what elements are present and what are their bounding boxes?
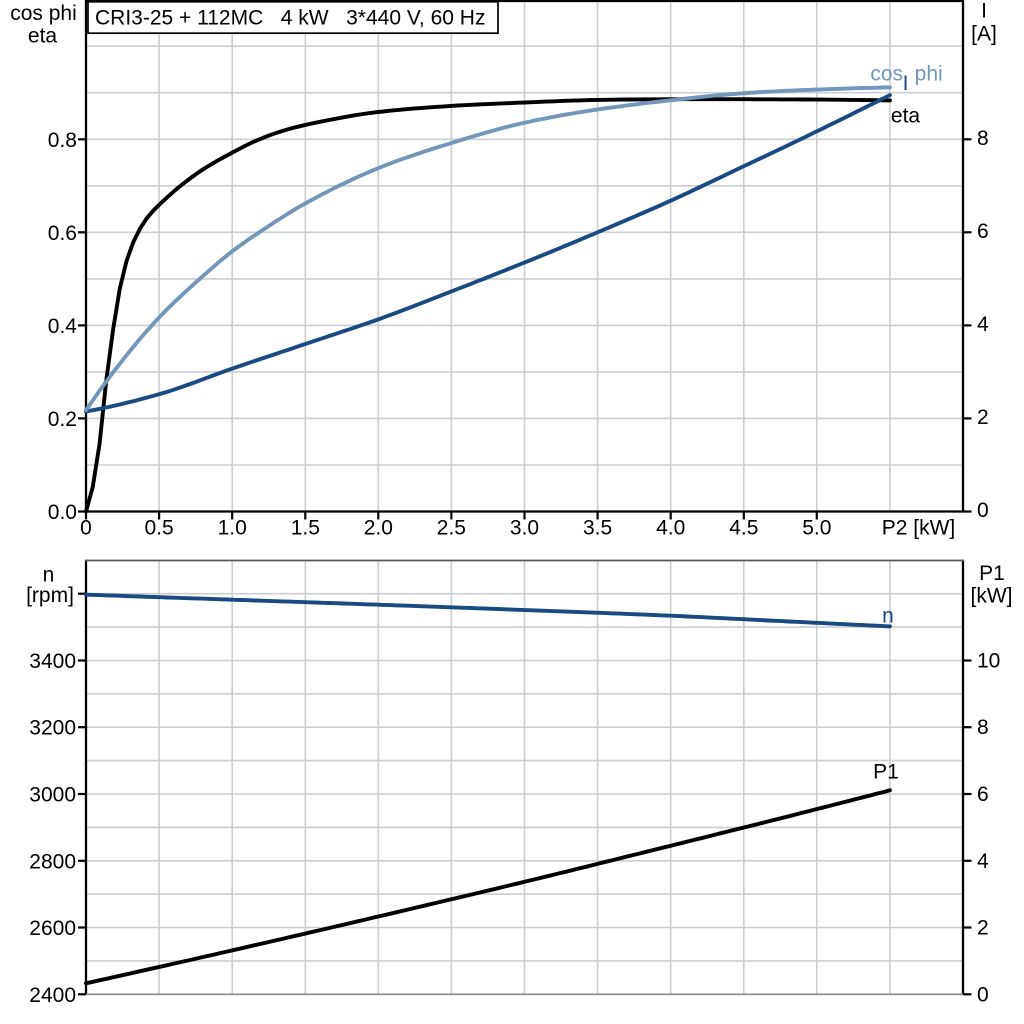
svg-text:6: 6 [977,783,989,806]
svg-text:P1: P1 [873,761,899,784]
svg-text:3400: 3400 [29,650,76,673]
svg-text:I: I [981,0,987,23]
svg-text:n: n [882,605,894,628]
svg-text:0.8: 0.8 [48,129,77,152]
svg-text:P1: P1 [979,562,1005,585]
svg-text:2.0: 2.0 [364,517,393,540]
svg-text:3000: 3000 [29,784,76,807]
svg-text:[rpm]: [rpm] [26,584,74,607]
svg-text:CRI3-25 + 112MC 4 kW 3*440: CRI3-25 + 112MC 4 kW 3*440 V, 60 Hz [95,7,485,30]
svg-text:0: 0 [977,499,989,522]
svg-text:[kW]: [kW] [971,585,1013,608]
svg-text:P2 [kW]: P2 [kW] [882,517,956,540]
svg-text:3200: 3200 [29,717,76,740]
svg-text:1.0: 1.0 [218,517,247,540]
svg-text:2400: 2400 [29,984,76,1007]
svg-text:0: 0 [977,983,989,1006]
svg-text:3.5: 3.5 [583,517,612,540]
svg-text:0.4: 0.4 [48,315,78,338]
svg-text:8: 8 [977,716,989,739]
svg-text:5.0: 5.0 [802,517,831,540]
svg-text:6: 6 [977,220,989,243]
svg-text:4: 4 [977,313,989,336]
svg-text:2600: 2600 [29,917,76,940]
svg-text:cos phi: cos phi [10,2,77,25]
svg-text:4.0: 4.0 [656,517,685,540]
svg-text:I: I [903,72,909,95]
svg-text:2: 2 [977,406,989,429]
svg-text:cos phi: cos phi [870,63,942,86]
svg-text:10: 10 [977,650,1000,673]
svg-text:4.5: 4.5 [729,517,758,540]
svg-text:2: 2 [977,917,989,940]
svg-text:0.2: 0.2 [48,408,77,431]
svg-text:3.0: 3.0 [510,517,539,540]
svg-text:1.5: 1.5 [291,517,320,540]
svg-text:2800: 2800 [29,850,76,873]
svg-text:eta: eta [891,105,921,128]
svg-text:[A]: [A] [971,23,997,46]
svg-text:eta: eta [28,25,58,48]
svg-text:8: 8 [977,127,989,150]
svg-text:4: 4 [977,850,989,873]
svg-text:n: n [43,564,55,587]
svg-text:0.0: 0.0 [48,501,77,524]
svg-text:0.5: 0.5 [144,517,173,540]
svg-text:2.5: 2.5 [437,517,466,540]
svg-text:0.6: 0.6 [48,222,77,245]
svg-text:0: 0 [80,517,92,540]
